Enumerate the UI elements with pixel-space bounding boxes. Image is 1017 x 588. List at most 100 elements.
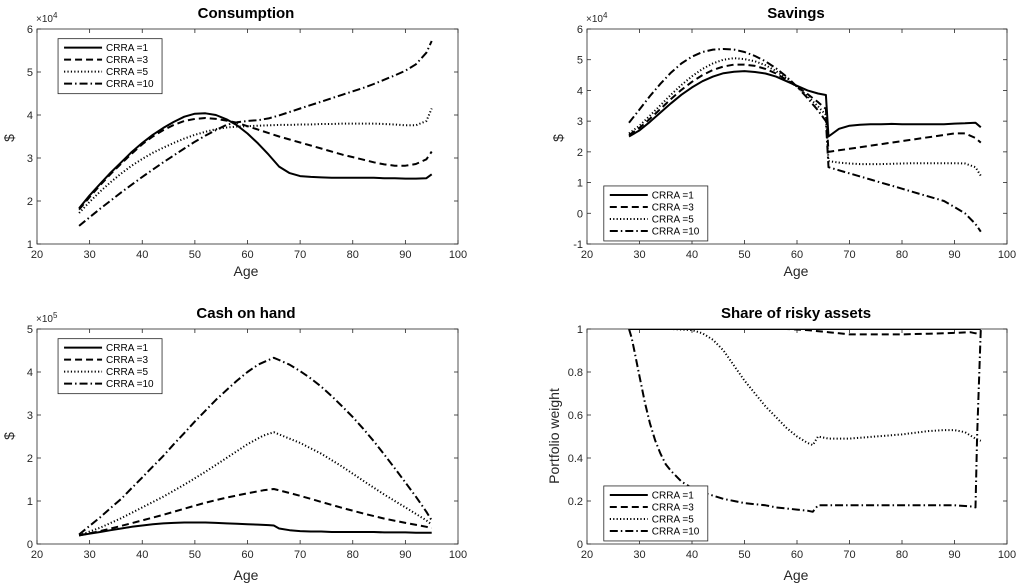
y-axis-label: $	[1, 432, 17, 440]
y-tick-label: 1	[577, 324, 583, 336]
x-tick-label: 80	[896, 549, 908, 561]
axis-multiplier: ×105	[36, 311, 58, 325]
x-tick-label: 30	[633, 249, 645, 261]
legend-entry-label: CRRA =10	[652, 226, 700, 237]
y-tick-label: 1	[27, 239, 33, 251]
y-tick-label: 6	[27, 24, 33, 36]
legend-entry-label: CRRA =3	[652, 502, 694, 513]
multiplier-exponent: 4	[603, 11, 608, 20]
legend-entry-label: CRRA =10	[106, 79, 154, 90]
panel-title: Share of risky assets	[721, 305, 871, 322]
x-tick-label: 20	[31, 549, 43, 561]
y-tick-label: 3	[27, 410, 33, 422]
series-line-crra-5	[78, 108, 433, 214]
x-tick-label: 20	[581, 549, 593, 561]
legend-entry-label: CRRA =10	[652, 526, 700, 537]
x-tick-label: 50	[189, 249, 201, 261]
y-tick-label: 1	[27, 496, 33, 508]
x-tick-label: 40	[686, 249, 698, 261]
legend-entry-label: CRRA =5	[106, 367, 148, 378]
y-axis-label: $	[1, 134, 17, 142]
series-line-crra-10	[628, 48, 982, 233]
x-tick-label: 20	[581, 249, 593, 261]
series-line-crra-5	[629, 329, 982, 447]
x-tick-label: 40	[136, 249, 148, 261]
x-tick-label: 30	[633, 549, 645, 561]
y-tick-label: 0	[577, 208, 583, 220]
y-tick-label: 0.6	[568, 410, 583, 422]
legend-entry-label: CRRA =10	[106, 379, 154, 390]
y-tick-label: 5	[27, 67, 33, 79]
x-axis-label: Age	[784, 567, 809, 583]
series-line-crra-10	[628, 329, 982, 513]
x-tick-label: 30	[84, 549, 96, 561]
series-line-crra-1	[78, 112, 433, 209]
x-tick-label: 40	[686, 549, 698, 561]
series-line-crra-1	[78, 521, 432, 537]
legend-entry-label: CRRA =5	[652, 214, 694, 225]
legend-entry-label: CRRA =5	[106, 67, 148, 78]
multiplier-exponent: 5	[53, 311, 58, 320]
x-tick-label: 100	[449, 549, 467, 561]
x-tick-label: 60	[791, 549, 803, 561]
panel-title: Cash on hand	[196, 305, 295, 322]
legend-entry-label: CRRA =1	[652, 490, 694, 501]
legend-entry-label: CRRA =3	[652, 202, 694, 213]
y-axis-label: Portfolio weight	[546, 388, 562, 484]
consumption-panel: Consumption Age $ ×104 20 30 40 50 60 70 80 90 1…	[1, 5, 467, 279]
y-tick-label: 0.2	[568, 496, 583, 508]
panel-title: Consumption	[198, 5, 295, 22]
x-tick-label: 70	[294, 249, 306, 261]
series-line-crra-1	[628, 70, 982, 138]
x-axis-label: Age	[234, 567, 259, 583]
x-tick-label: 40	[136, 549, 148, 561]
x-tick-label: 80	[347, 549, 359, 561]
y-tick-label: 4	[27, 367, 33, 379]
panel-title: Savings	[767, 5, 825, 22]
y-tick-label: 0.8	[568, 367, 583, 379]
x-tick-label: 30	[84, 249, 96, 261]
series-line-crra-3	[628, 63, 982, 153]
y-tick-label: 5	[577, 55, 583, 67]
y-tick-label: 3	[27, 153, 33, 165]
x-tick-label: 60	[241, 249, 253, 261]
y-tick-label: 2	[27, 196, 33, 208]
x-tick-label: 60	[791, 249, 803, 261]
y-tick-label: 0.4	[568, 453, 583, 465]
x-tick-label: 100	[998, 549, 1016, 561]
y-tick-label: 3	[577, 116, 583, 128]
series-line-crra-3	[78, 117, 433, 211]
x-tick-label: 100	[998, 249, 1016, 261]
y-tick-label: 6	[577, 24, 583, 36]
series-line-crra-10	[78, 356, 433, 536]
y-tick-label: -1	[573, 239, 583, 251]
x-tick-label: 90	[948, 249, 960, 261]
x-tick-label: 70	[294, 549, 306, 561]
y-tick-label: 2	[27, 453, 33, 465]
y-tick-label: 5	[27, 324, 33, 336]
legend-entry-label: CRRA =1	[106, 343, 148, 354]
series-line-crra-3	[629, 329, 981, 336]
x-tick-label: 50	[738, 249, 750, 261]
x-tick-label: 70	[843, 249, 855, 261]
multiplier-base: ×10	[586, 14, 603, 25]
x-tick-label: 80	[347, 249, 359, 261]
legend-entry-label: CRRA =1	[652, 190, 694, 201]
y-tick-label: 4	[27, 110, 33, 122]
multiplier-base: ×10	[36, 314, 53, 325]
series-line-crra-3	[78, 488, 432, 537]
x-tick-label: 90	[399, 249, 411, 261]
y-tick-label: 1	[577, 178, 583, 190]
x-tick-label: 90	[948, 549, 960, 561]
x-tick-label: 100	[449, 249, 467, 261]
multiplier-base: ×10	[36, 14, 53, 25]
y-tick-label: 0	[577, 539, 583, 551]
x-tick-label: 20	[31, 249, 43, 261]
legend-entry-label: CRRA =3	[106, 55, 148, 66]
axis-multiplier: ×104	[586, 11, 608, 25]
x-tick-label: 80	[896, 249, 908, 261]
y-tick-label: 4	[577, 85, 583, 97]
x-tick-label: 70	[843, 549, 855, 561]
y-axis-label: $	[550, 134, 566, 142]
